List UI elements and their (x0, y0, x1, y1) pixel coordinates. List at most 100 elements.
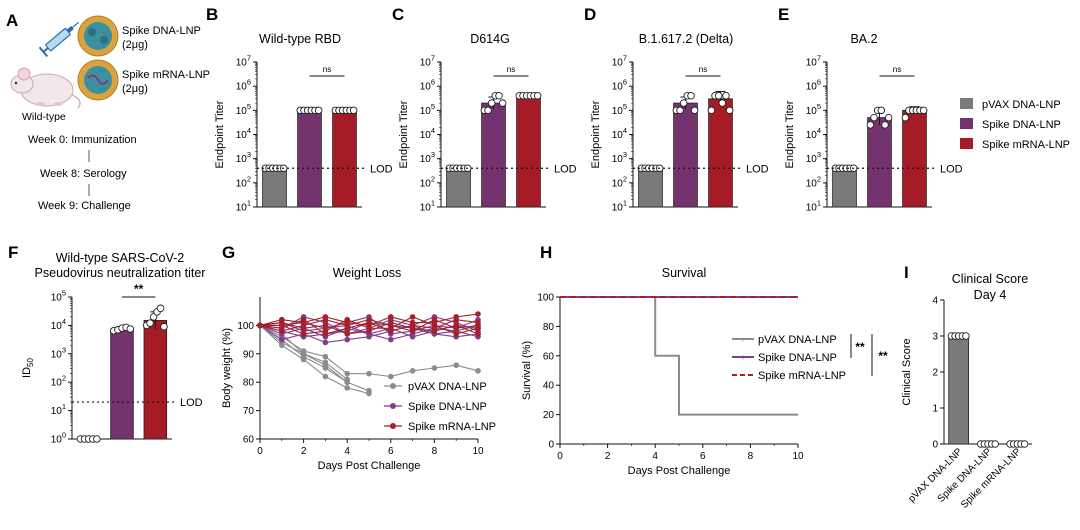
data-point (453, 362, 460, 368)
y-tick-label: 101 (612, 199, 627, 214)
bar-pvax (948, 335, 970, 445)
bar-dna (481, 102, 506, 208)
data-point (344, 336, 351, 343)
panel-b: B Wild-type RBD 101 102 103 104 105 106 107 Endpo… (206, 5, 393, 214)
data-point (322, 322, 329, 329)
y-tick-label: 102 (612, 174, 627, 189)
chart-subtitle: Day 4 (974, 288, 1007, 302)
significance-label: ns (507, 65, 515, 74)
y-tick-label: 103 (51, 345, 66, 360)
data-point (322, 362, 329, 368)
data-point (366, 325, 372, 332)
mrna-lnp-particle-icon (77, 59, 119, 101)
data-point (344, 322, 351, 329)
data-point (388, 336, 394, 343)
y-tick-label: 103 (612, 150, 627, 165)
y-tick-label: 101 (420, 199, 435, 214)
y-axis-label: Endpoint Titer (398, 100, 410, 168)
chart-subtitle: Pseudovirus neutralization titer (35, 266, 206, 280)
data-point (676, 106, 684, 115)
data-point (475, 311, 481, 317)
legend-label-pvax: pVAX DNA-LNP (758, 334, 837, 346)
data-point (322, 316, 329, 323)
bar-mrna (332, 109, 357, 208)
data-point (431, 322, 438, 329)
data-point (714, 92, 723, 100)
significance-label: ** (855, 340, 865, 354)
y-tick-label: 90 (243, 349, 255, 360)
y-tick-label: 103 (236, 150, 251, 165)
bar-dna (297, 109, 322, 208)
data-point (495, 92, 503, 100)
y-axis-label: Clinical Score (901, 338, 913, 405)
lod-label: LOD (180, 397, 203, 409)
dna-lnp-particle-icon (77, 15, 119, 57)
y-tick-label: 103 (806, 150, 821, 165)
chart-title: Wild-type SARS-CoV-2 (56, 251, 185, 265)
data-point (126, 325, 134, 333)
y-axis-label: Survival (%) (521, 341, 533, 400)
y-tick-label: 102 (420, 174, 435, 189)
data-point (93, 435, 101, 443)
y-tick-label: 106 (236, 78, 251, 93)
x-axis-label: Days Post Challenge (628, 465, 731, 477)
data-point (279, 322, 285, 329)
y-tick-label: 101 (806, 199, 821, 214)
data-point (300, 331, 307, 337)
y-tick-label: 100 (51, 431, 66, 446)
lod-label: LOD (746, 163, 769, 175)
significance-label: ** (134, 282, 144, 296)
chart-title: Weight Loss (333, 266, 402, 280)
bar-dna (110, 328, 134, 440)
x-tick-label: 8 (748, 451, 754, 462)
data-point (475, 322, 481, 329)
significance-label: ns (699, 65, 707, 74)
lod-label: LOD (940, 163, 963, 175)
data-point (533, 92, 542, 100)
y-tick-label: 4 (932, 296, 938, 307)
x-tick-label: 0 (557, 451, 563, 462)
legend-label-dna: Spike DNA-LNP (982, 119, 1061, 131)
y-tick-label: 0 (548, 440, 554, 451)
lod-label: LOD (370, 163, 393, 175)
data-point (279, 336, 285, 343)
panel-letter: C (392, 5, 404, 24)
y-tick-label: 105 (612, 102, 627, 117)
panel-letter: H (540, 243, 552, 262)
data-point (725, 106, 734, 115)
panel-letter: B (206, 5, 218, 24)
data-point (344, 316, 351, 323)
data-point (300, 351, 307, 357)
y-axis-label: Endpoint Titer (590, 100, 602, 168)
chart-title: Survival (662, 266, 706, 280)
legend-label-pvax: pVAX DNA-LNP (408, 381, 487, 393)
mouse-icon (10, 67, 81, 109)
y-axis-label: ID50 (21, 358, 35, 378)
panel-letter-a: A (6, 11, 18, 30)
legend-marker-dna: + (741, 353, 746, 362)
panel-e: E BA.2 101 102 103 104 105 106 107 Endpoint Titer… (778, 5, 963, 214)
data-point (366, 370, 372, 377)
bar-pvax (446, 167, 471, 208)
y-tick-label: 107 (612, 54, 627, 69)
data-point (1020, 440, 1029, 448)
data-point (160, 322, 168, 331)
data-point (257, 322, 263, 329)
data-point (453, 325, 460, 332)
y-tick-label: 106 (612, 78, 627, 93)
y-tick-label: 1 (932, 404, 938, 415)
data-point (156, 304, 165, 313)
x-tick-label: 10 (792, 451, 804, 462)
data-point (707, 106, 716, 115)
bar-pvax (638, 167, 663, 208)
legend-label-dna: Spike DNA-LNP (758, 352, 837, 364)
x-tick-label: 4 (344, 446, 350, 457)
titer-legend: pVAX DNA-LNP Spike DNA-LNP Spike mRNA-LN… (960, 98, 1070, 151)
data-point (409, 328, 416, 334)
data-point (344, 379, 351, 386)
data-point (409, 368, 416, 374)
chart-title: Wild-type RBD (259, 32, 341, 46)
